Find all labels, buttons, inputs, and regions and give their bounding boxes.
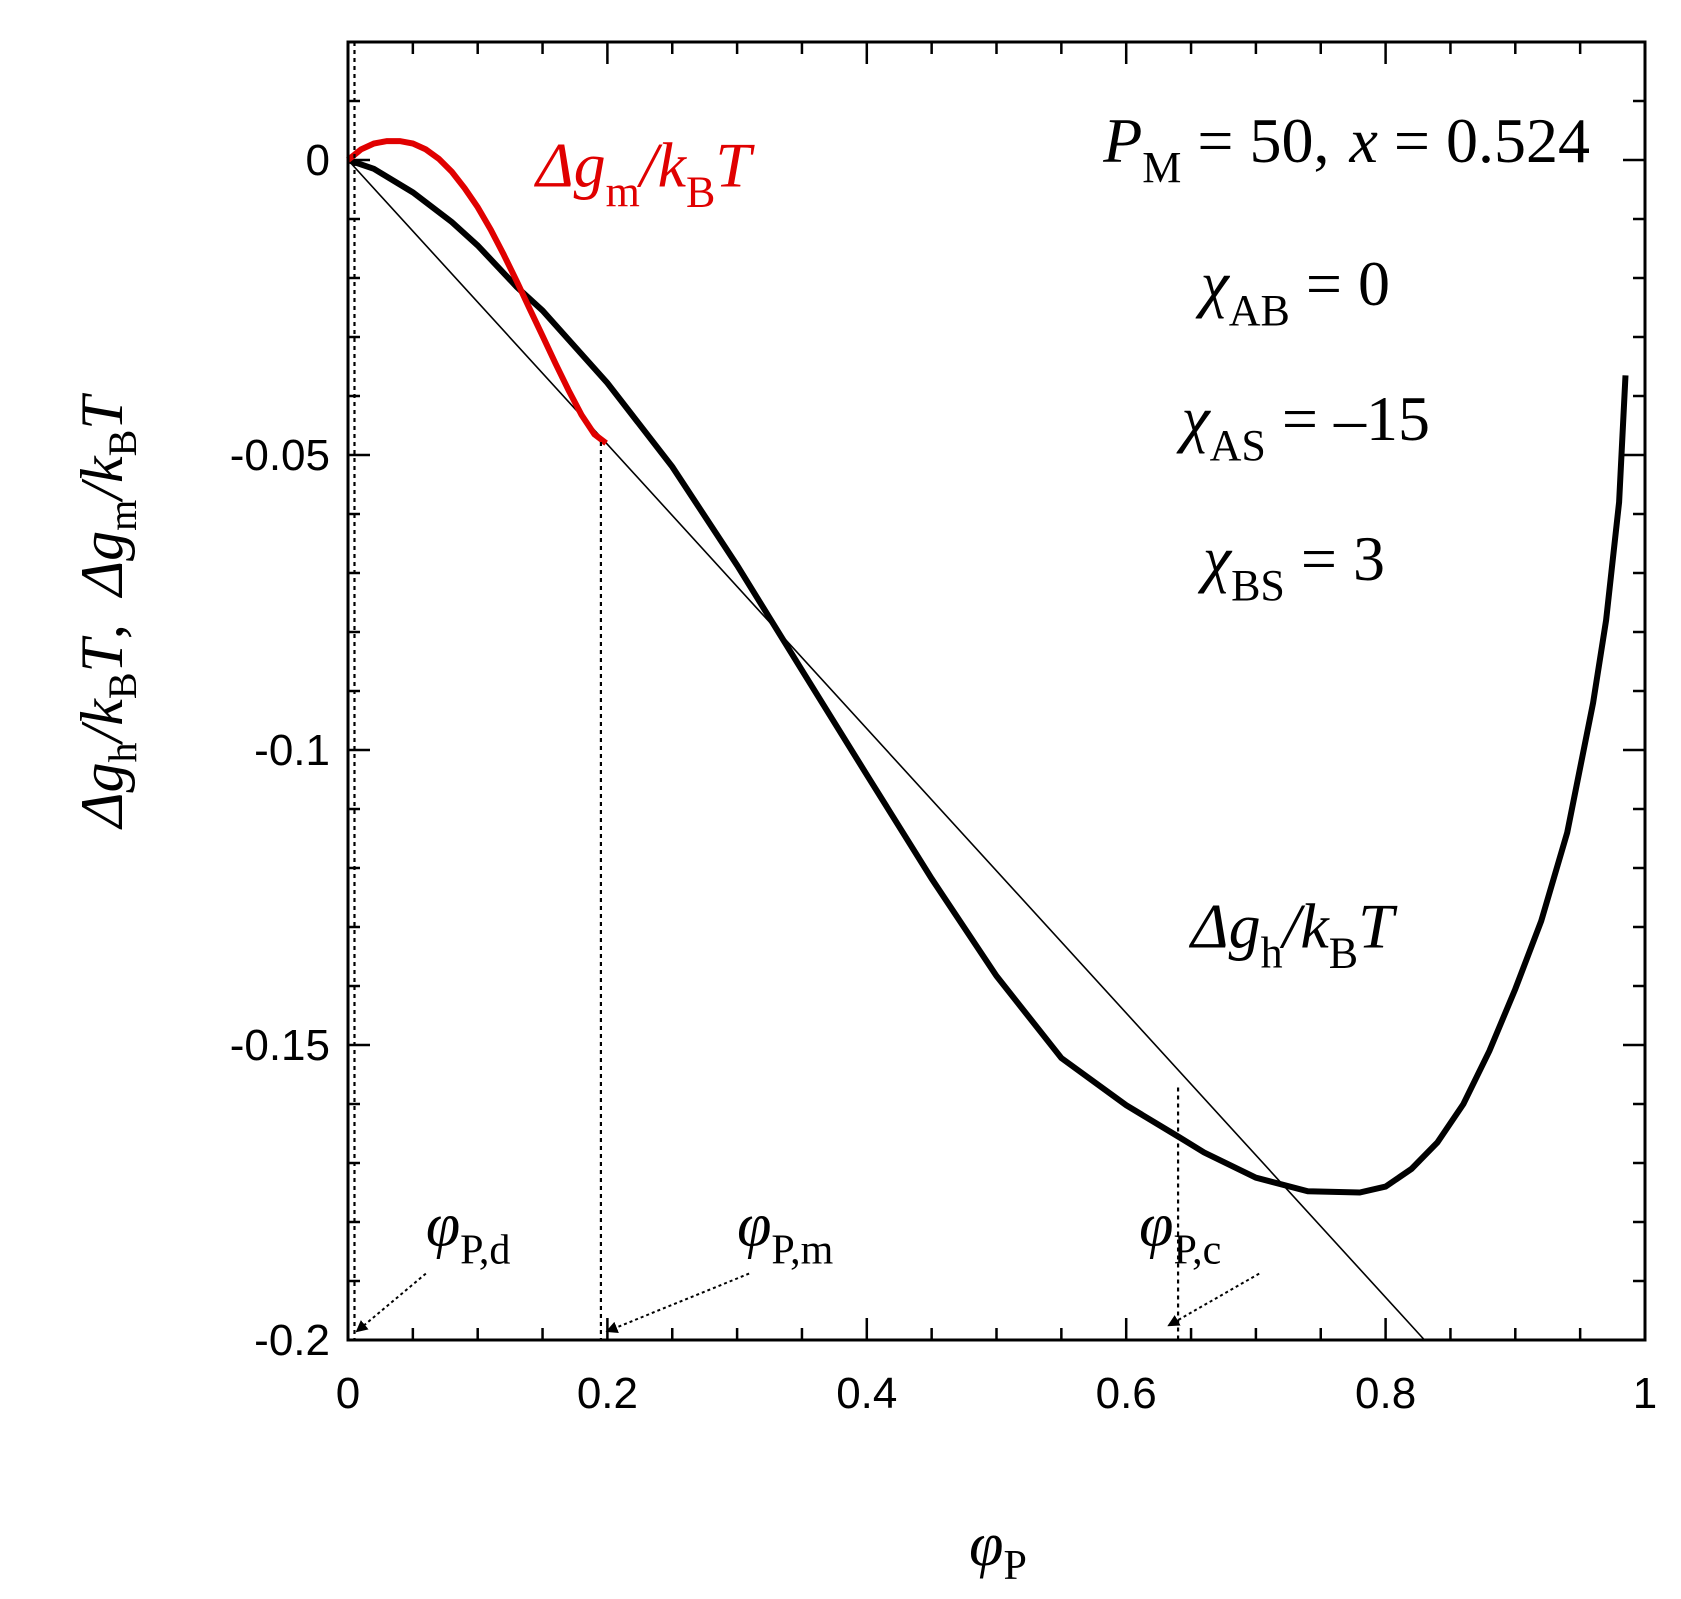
h-curve-label: Δgh/kBT (1188, 891, 1398, 978)
y-tick-label: -0.1 (254, 726, 330, 775)
phi-d-label: φP,d (426, 1192, 511, 1274)
annotation-arrows (355, 1272, 1260, 1333)
phi-d-arrow (355, 1272, 427, 1333)
h-curve-line (347, 157, 1629, 1196)
m-curve-label: Δgm/kBT (533, 130, 755, 217)
x-axis-label: φP (969, 1511, 1027, 1589)
y-tick-label: -0.2 (254, 1316, 330, 1365)
y-axis-label: Δgh/kBT,Δgm/kBT (69, 393, 145, 830)
param-pm-x: PM = 50, x = 0.524 (1102, 105, 1590, 192)
x-tick-labels: 0 0.2 0.4 0.6 0.8 1 (336, 1369, 1657, 1418)
param-chi-ab: χAB = 0 (1195, 248, 1390, 335)
m-curve-line (346, 138, 608, 446)
x-tick-label: 1 (1633, 1369, 1657, 1418)
phi-m-arrow (605, 1272, 750, 1333)
y-tick-label: -0.15 (230, 1021, 330, 1070)
y-tick-labels: 0 -0.05 -0.1 -0.15 -0.2 (230, 136, 330, 1365)
y-tick-label: -0.05 (230, 431, 330, 480)
x-tick-label: 0.6 (1096, 1369, 1157, 1418)
x-tick-label: 0 (336, 1369, 360, 1418)
x-tick-label: 0.8 (1355, 1369, 1416, 1418)
param-chi-bs: χBS = 3 (1197, 523, 1385, 610)
plot-area (346, 42, 1629, 1341)
phi-c-label: φP,c (1139, 1192, 1221, 1274)
x-tick-label: 0.2 (577, 1369, 638, 1418)
phi-c-arrow (1167, 1272, 1260, 1327)
param-chi-as: χAS = –15 (1176, 383, 1431, 470)
phi-m-label: φP,m (737, 1192, 834, 1274)
y-tick-label: 0 (306, 136, 330, 185)
marker-lines (353, 42, 1180, 1340)
axis-ticks (346, 40, 1647, 1342)
tangent-line (347, 159, 1426, 1341)
plot-frame (346, 40, 1647, 1342)
x-tick-label: 0.4 (836, 1369, 897, 1418)
